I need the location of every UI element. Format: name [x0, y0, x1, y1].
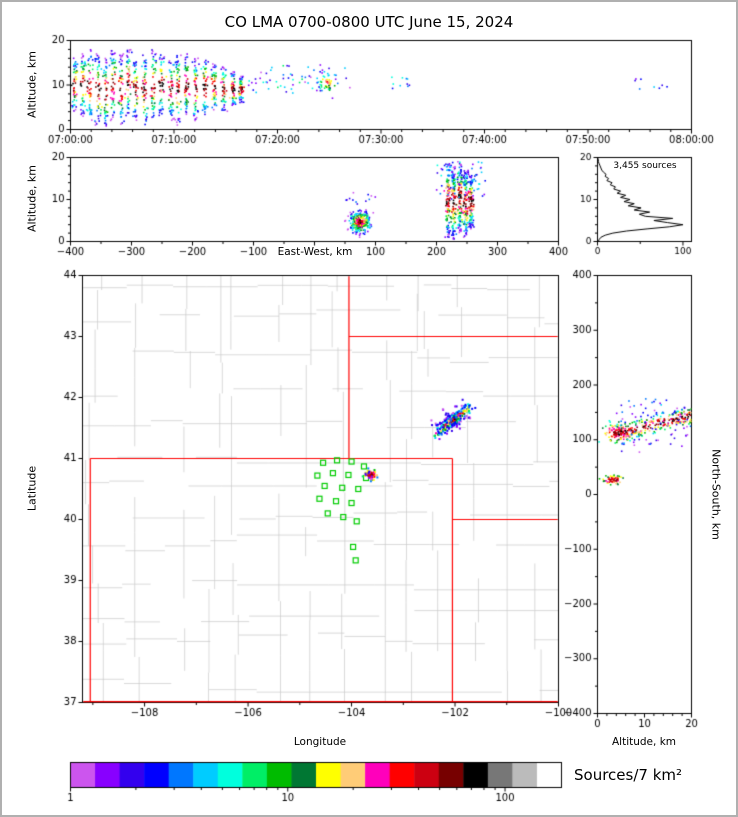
source-count-annotation: 3,455 sources	[613, 161, 677, 171]
colorbar-label: Sources/7 km²	[574, 766, 683, 784]
ew-height-y-axis-label: Altitude, km	[25, 164, 39, 233]
ew-height-x-axis-label: East-West, km	[277, 246, 353, 258]
time-height-y-axis-label: Altitude, km	[25, 50, 39, 119]
map-y-axis-label: Latitude	[25, 465, 39, 512]
plot-title: CO LMA 0700-0800 UTC June 15, 2024	[224, 13, 514, 31]
ns-height-x-axis-label: Altitude, km	[611, 736, 676, 748]
ns-height-y-axis-label: North-South, km	[709, 449, 723, 540]
map-x-axis-label: Longitude	[293, 736, 347, 748]
